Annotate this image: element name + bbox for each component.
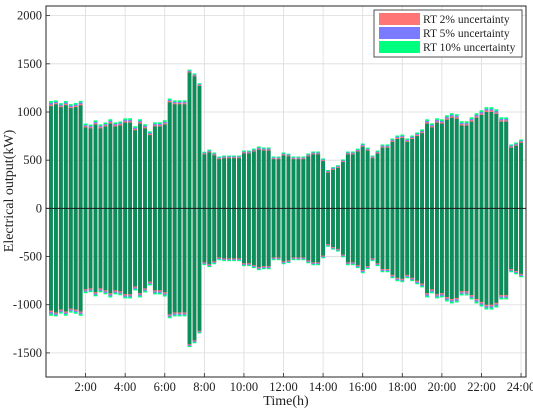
y-tick-label: 0 — [36, 201, 42, 215]
x-tick-label: 20:00 — [428, 380, 456, 394]
y-tick-label: -500 — [19, 250, 42, 264]
legend-swatch-5pct — [379, 27, 420, 39]
x-tick-label: 16:00 — [348, 380, 376, 394]
y-tick-label: -1000 — [13, 298, 42, 312]
x-tick-label: 12:00 — [269, 380, 297, 394]
legend-swatch-2pct — [379, 13, 420, 25]
legend-label-5pct: RT 5% uncertainty — [423, 28, 510, 40]
y-tick-label: 1000 — [17, 105, 42, 119]
x-tick-label: 22:00 — [467, 380, 495, 394]
y-tick-label: -1500 — [13, 346, 42, 360]
x-tick-label: 14:00 — [309, 380, 337, 394]
x-tick-label: 2:00 — [74, 380, 96, 394]
legend-label-10pct: RT 10% uncertainty — [423, 42, 516, 54]
plot-frame — [45, 5, 527, 378]
legend-label-2pct: RT 2% uncertainty — [423, 14, 510, 26]
y-tick-label: 2000 — [17, 9, 42, 23]
x-tick-label: 24:00 — [507, 380, 533, 394]
x-tick-label: 18:00 — [388, 380, 416, 394]
x-axis-label: Time(h) — [263, 394, 309, 409]
y-tick-label: 500 — [23, 153, 42, 167]
legend: RT 2% uncertainty RT 5% uncertainty RT 1… — [373, 9, 523, 58]
plot-background — [46, 6, 526, 377]
y-axis-label: Electrical output(kW) — [2, 129, 17, 252]
y-tick-label: 1500 — [17, 57, 42, 71]
x-tick-label: 4:00 — [114, 380, 136, 394]
ticks: 2000 1500 1000 500 0 -500 -1000 -1500 2:00 4:00 6:… — [13, 9, 533, 394]
legend-swatch-10pct — [379, 41, 420, 53]
x-tick-label: 10:00 — [230, 380, 258, 394]
x-tick-label: 8:00 — [193, 380, 215, 394]
x-tick-label: 6:00 — [154, 380, 176, 394]
